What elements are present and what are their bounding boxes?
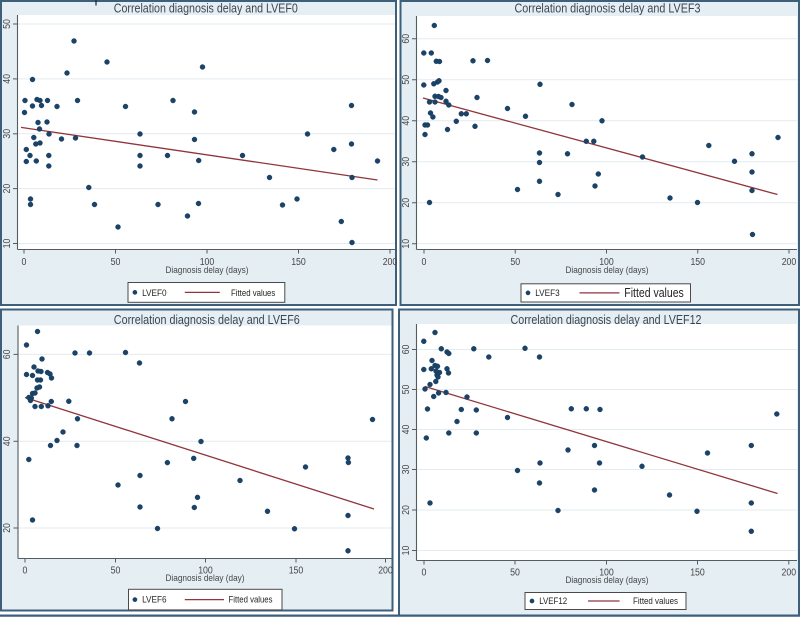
svg-text:10: 10	[401, 238, 412, 248]
svg-text:150: 150	[690, 257, 705, 268]
svg-text:100: 100	[599, 568, 614, 579]
svg-text:0: 0	[422, 257, 427, 268]
svg-text:30: 30	[2, 129, 13, 139]
svg-text:200: 200	[782, 257, 797, 268]
svg-text:0: 0	[422, 568, 427, 579]
svg-text:100: 100	[599, 257, 614, 268]
svg-text:Correlation diagnosis delay an: Correlation diagnosis delay and LVEF0	[114, 2, 298, 16]
svg-text:50: 50	[2, 19, 13, 29]
svg-text:50: 50	[510, 257, 520, 268]
svg-text:LVEF12: LVEF12	[539, 596, 567, 606]
svg-text:200: 200	[383, 257, 398, 268]
svg-text:50: 50	[401, 384, 412, 394]
svg-text:150: 150	[690, 568, 705, 579]
svg-text:60: 60	[401, 33, 412, 43]
svg-text:100: 100	[200, 257, 215, 268]
svg-text:150: 150	[289, 566, 304, 577]
svg-text:20: 20	[2, 523, 13, 533]
svg-text:200: 200	[782, 568, 797, 579]
svg-text:0: 0	[22, 257, 27, 268]
svg-text:Fitted values: Fitted values	[633, 596, 678, 606]
svg-text:Correlation diagnosis delay an: Correlation diagnosis delay and LVEF6	[114, 313, 300, 327]
svg-text:LVEF6: LVEF6	[142, 595, 167, 605]
svg-text:10: 10	[401, 545, 412, 555]
svg-text:30: 30	[401, 464, 412, 474]
svg-text:Diagnosis delay (day): Diagnosis delay (day)	[166, 573, 245, 583]
svg-text:30: 30	[401, 156, 412, 166]
svg-text:Fitted values: Fitted values	[229, 595, 273, 605]
svg-text:200: 200	[378, 566, 393, 577]
svg-text:Diagnosis delay (days): Diagnosis delay (days)	[566, 575, 649, 585]
svg-text:100: 100	[198, 566, 213, 577]
svg-text:20: 20	[401, 197, 412, 207]
svg-text:20: 20	[2, 183, 13, 193]
svg-text:Correlation diagnosis delay an: Correlation diagnosis delay and LVEF12	[511, 313, 702, 327]
svg-text:LVEF0: LVEF0	[142, 288, 167, 298]
svg-text:LVEF3: LVEF3	[535, 288, 560, 298]
svg-text:0: 0	[23, 566, 28, 577]
svg-text:Diagnosis delay (days): Diagnosis delay (days)	[566, 265, 649, 275]
svg-text:Fitted values: Fitted values	[624, 286, 684, 300]
svg-text:40: 40	[401, 424, 412, 434]
svg-text:40: 40	[2, 74, 13, 84]
svg-text:Fitted values: Fitted values	[231, 288, 276, 298]
svg-text:50: 50	[401, 74, 412, 84]
svg-text:60: 60	[401, 344, 412, 354]
svg-text:20: 20	[401, 505, 412, 515]
svg-text:50: 50	[510, 568, 520, 579]
svg-text:40: 40	[401, 115, 412, 125]
svg-text:50: 50	[111, 566, 121, 577]
svg-text:10: 10	[2, 238, 13, 248]
svg-text:50: 50	[111, 257, 121, 268]
svg-text:Correlation diagnosis delay an: Correlation diagnosis delay and LVEF3	[515, 2, 701, 16]
svg-text:40: 40	[2, 436, 13, 446]
svg-text:150: 150	[291, 257, 306, 268]
svg-text:Diagnosis delay (days): Diagnosis delay (days)	[166, 265, 249, 275]
svg-text:60: 60	[2, 349, 13, 359]
